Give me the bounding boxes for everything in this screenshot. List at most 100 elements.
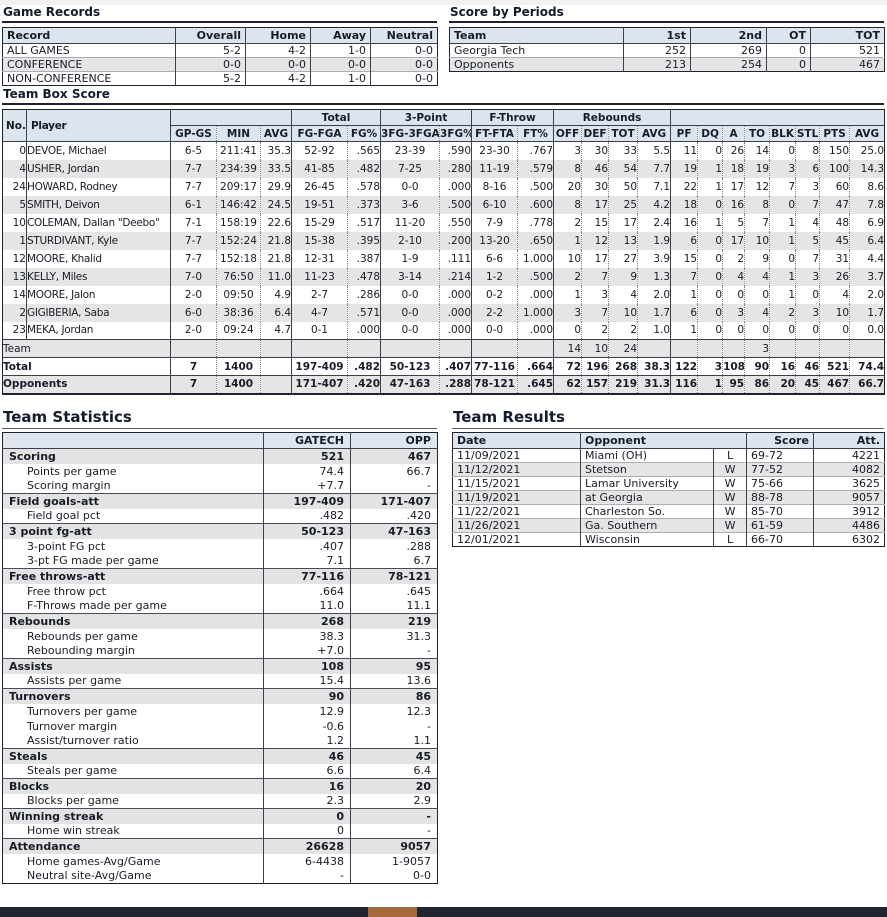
cell: .500: [517, 267, 555, 286]
cell-stat-label: Scoring: [2, 448, 264, 464]
group-header-fthrow: F-Throw: [471, 109, 555, 126]
cell: 25: [608, 195, 639, 214]
footer-accent-block: [368, 907, 417, 917]
cell: 2: [769, 303, 797, 322]
cell-score: 85-70: [746, 504, 814, 519]
score-by-periods-body: Georgia Tech 252 269 0 521 Opponents 213…: [449, 43, 885, 72]
col-header-3fg-3fga: 3FG-3FGA: [380, 125, 441, 142]
box-score-group-header-row: No. Player Total 3-Point F-Throw Rebound…: [2, 109, 885, 142]
cell: 13: [608, 231, 639, 250]
stat-row: Rebounding margin +7.0 -: [3, 643, 438, 659]
cell: 21.8: [260, 231, 293, 250]
col-header-player: Player: [26, 109, 171, 142]
cell-gatech-value: 197-409: [263, 493, 351, 509]
cell-gatech-value: 11.0: [263, 598, 351, 614]
cell-gatech-value: 268: [263, 613, 351, 629]
cell: 12: [581, 231, 610, 250]
col-header-blk: BLK: [769, 125, 797, 142]
cell-no: 1: [2, 231, 27, 250]
cell: 22.6: [260, 213, 293, 232]
game-records-title: Game Records: [2, 6, 437, 23]
cell: 47-163: [380, 375, 441, 394]
table-row: ALL GAMES 5-2 4-2 1-0 0-0: [2, 43, 438, 58]
cell-opponent: Lamar University: [580, 476, 714, 491]
cell-date: 12/01/2021: [452, 532, 581, 547]
cell-stat-label: Points per game: [27, 464, 117, 478]
cell-player: KELLY, Miles: [26, 267, 171, 286]
cell: .000: [517, 321, 555, 340]
cell-win-loss: W: [712, 462, 747, 477]
cell: 7: [744, 213, 771, 232]
cell-gatech-value: 12.9: [263, 703, 351, 719]
cell: 7-25: [380, 159, 441, 178]
stat-row: Rebounds 268 219: [2, 613, 438, 629]
col-header-dq: DQ: [697, 125, 724, 142]
cell: 1: [769, 267, 797, 286]
col-header-fg-fga: FG-FGA: [291, 125, 349, 142]
stat-row: Winning streak 0 -: [2, 808, 438, 824]
cell: .000: [439, 285, 473, 304]
cell-opp-value: 66.7: [350, 463, 438, 479]
cell-opp-value: 45: [350, 748, 438, 764]
cell: .000: [439, 177, 473, 196]
cell: 0-2: [471, 285, 519, 304]
team-box-score-table: No. Player Total 3-Point F-Throw Rebound…: [2, 109, 886, 395]
cell-opp-value: -: [350, 718, 438, 734]
cell: [697, 339, 724, 358]
col-header-opp: OPP: [350, 432, 438, 449]
cell: 24: [608, 339, 639, 358]
stat-row: Field goals-att 197-409 171-407: [2, 493, 438, 509]
col-header-3fg-pct: 3FG%: [439, 125, 473, 142]
cell: .395: [347, 231, 382, 250]
cell-row-label: Opponents: [2, 375, 171, 394]
cell: 0: [697, 303, 724, 322]
cell-stat-label: Field goals-att: [2, 493, 264, 509]
cell: 269: [690, 43, 767, 58]
stat-row: Turnover margin -0.6 -: [3, 718, 438, 734]
col-header-opponent: Opponent: [579, 432, 747, 449]
stat-row: Turnovers per game 12.9 12.3: [3, 703, 438, 719]
cell: Georgia Tech: [449, 43, 624, 58]
cell: .571: [347, 303, 382, 322]
summary-row: Total 7 1400 197-409 .482 50-123 .407 77…: [2, 357, 885, 376]
stat-row: Field goal pct .482 .420: [3, 508, 438, 524]
cell: 4: [744, 303, 771, 322]
cell-attendance: 6302: [813, 532, 885, 547]
cell-gatech-value: +7.0: [263, 643, 351, 659]
cell: 1-9: [380, 249, 441, 268]
cell: 18: [722, 159, 746, 178]
cell: 16: [769, 357, 797, 376]
cell: 1-0: [310, 71, 371, 86]
cell: 0-1: [291, 321, 349, 340]
cell: 1: [553, 231, 583, 250]
cell-stat-label: Assists per game: [27, 674, 122, 688]
cell-win-loss: L: [712, 532, 747, 547]
cell-player: HOWARD, Rodney: [26, 177, 171, 196]
col-header-def: DEF: [581, 125, 610, 142]
cell-gatech-value: 108: [263, 658, 351, 674]
cell: 13-20: [471, 231, 519, 250]
cell: 1: [697, 375, 724, 394]
col-header-tot: TOT: [810, 27, 885, 44]
cell: 7: [170, 357, 217, 376]
cell: 146:42: [216, 195, 261, 214]
cell: .214: [439, 267, 473, 286]
cell: 0: [795, 285, 821, 304]
cell: 27: [608, 249, 639, 268]
cell: 2-10: [380, 231, 441, 250]
cell-gatech-value: 16: [263, 778, 351, 794]
cell-opponent: Miami (OH): [580, 448, 714, 463]
cell: 31.3: [637, 375, 672, 394]
cell: 2-0: [170, 321, 217, 340]
cell: 90: [744, 357, 771, 376]
cell: 2: [553, 213, 583, 232]
cell-player: COLEMAN, Dallan "Deebo": [26, 213, 171, 232]
cell: 23-39: [380, 141, 441, 160]
cell: 7-7: [170, 249, 217, 268]
cell: 252: [623, 43, 691, 58]
cell: 3: [744, 339, 771, 358]
cell: .550: [439, 213, 473, 232]
cell-opp-value: 2.9: [350, 793, 438, 809]
cell-opp-value: .645: [350, 583, 438, 599]
team-results-header-row: Date Opponent Score Att.: [452, 432, 885, 449]
